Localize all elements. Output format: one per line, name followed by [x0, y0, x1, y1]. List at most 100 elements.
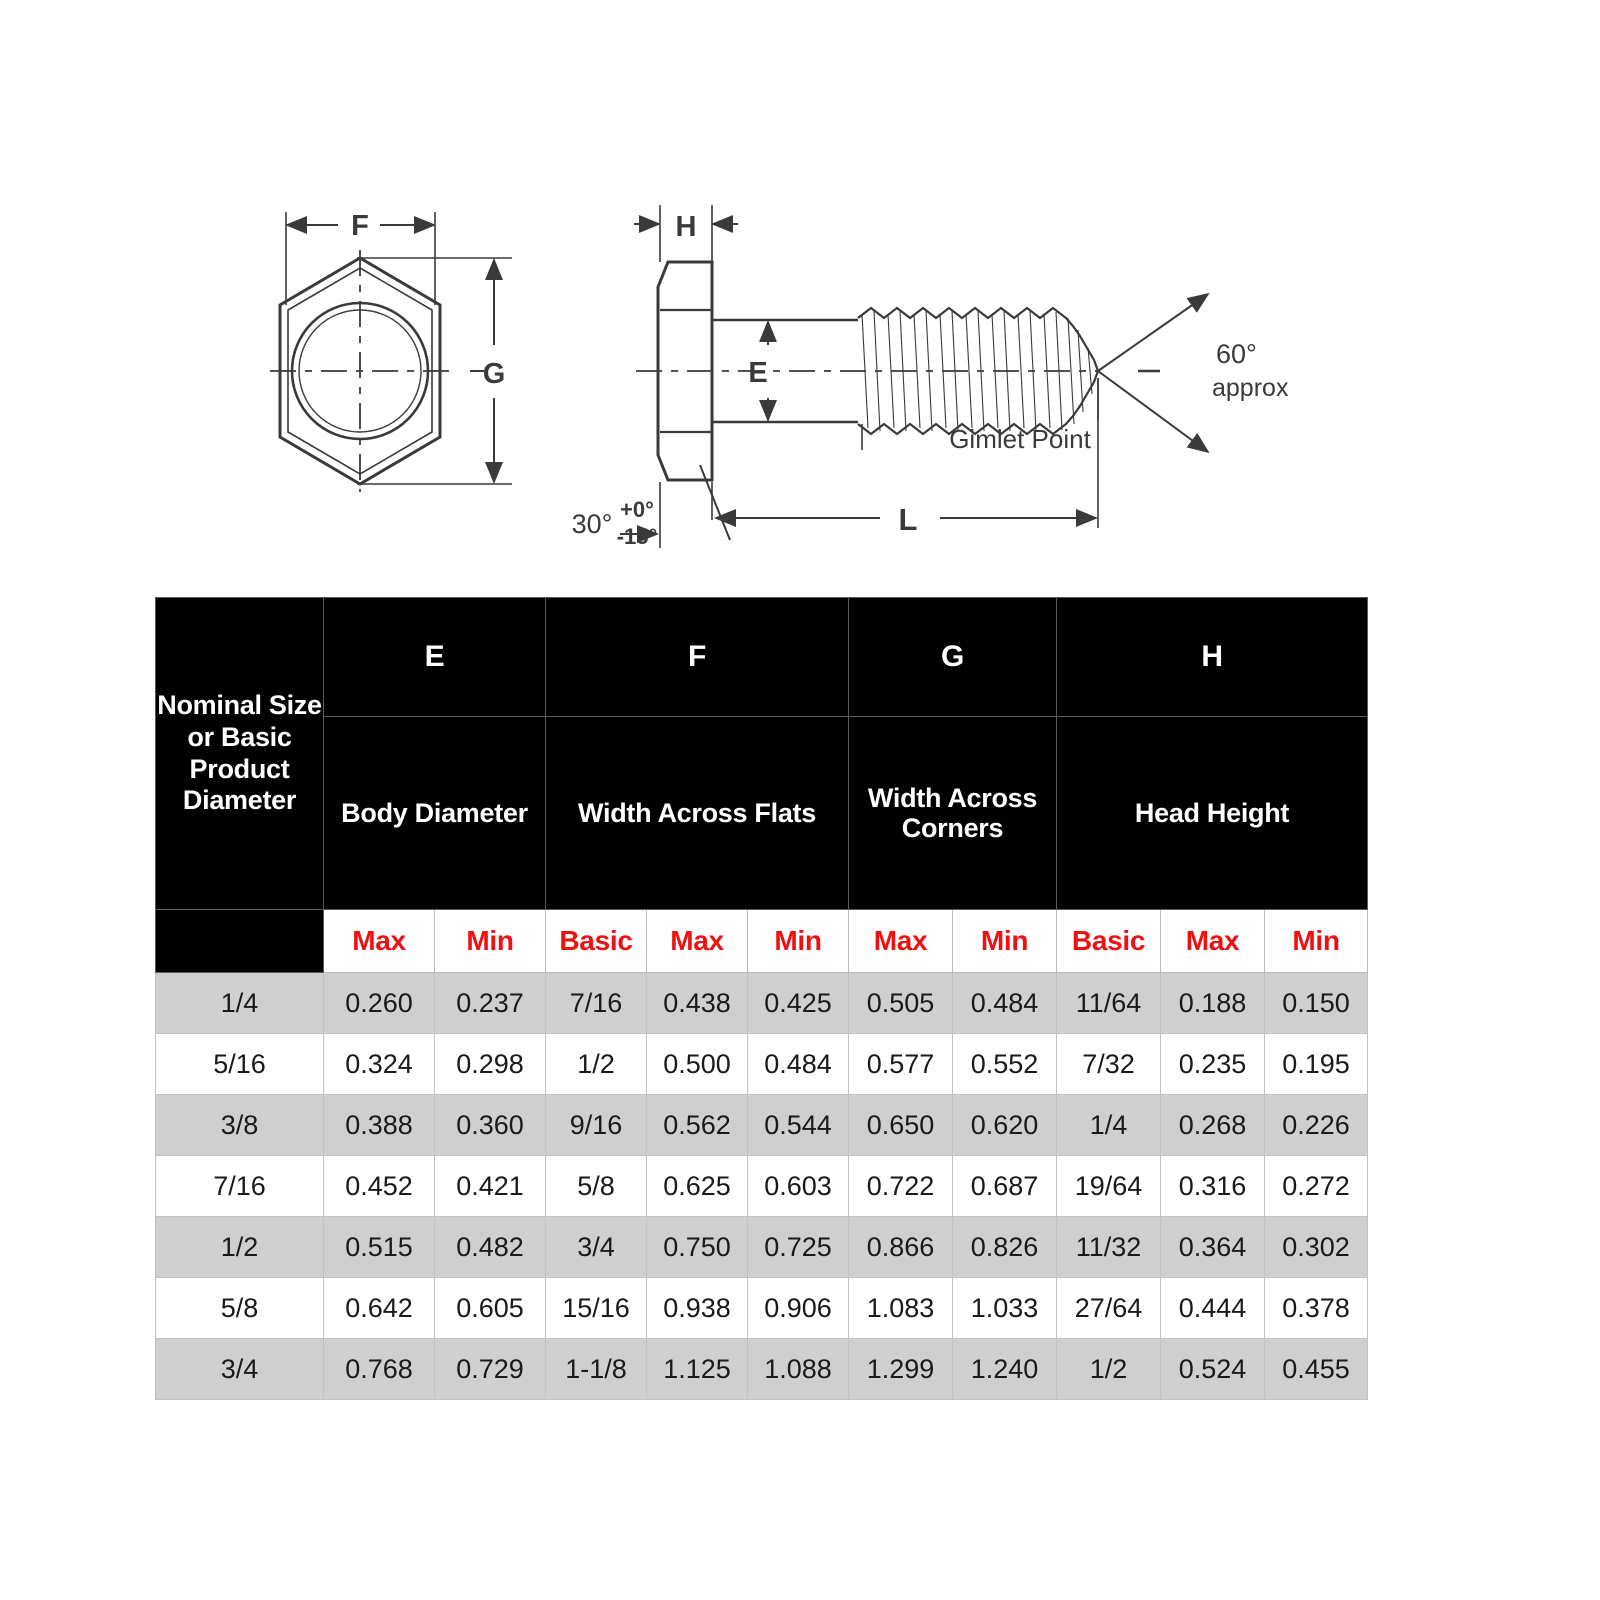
cell-f-max: 0.438 — [646, 972, 748, 1034]
cell-f-min: 0.906 — [747, 1277, 849, 1339]
cell-h-basic: 1/4 — [1056, 1094, 1162, 1156]
cell-h-min: 0.378 — [1264, 1277, 1369, 1339]
cell-nominal-size: 5/8 — [155, 1277, 324, 1339]
cell-g-min: 0.484 — [951, 972, 1058, 1034]
label-E: E — [748, 357, 767, 389]
cell-g-max: 0.722 — [848, 1155, 953, 1217]
table-row: 5/8 0.642 0.605 15/16 0.938 0.906 1.083 1.033 27… — [155, 1277, 1369, 1339]
group-letter-row: Nominal Size or Basic Product Diameter E… — [155, 597, 1369, 910]
cell-h-basic: 7/32 — [1056, 1033, 1162, 1095]
cell-h-basic: 1/2 — [1056, 1338, 1162, 1400]
group-name-width-across-corners: Width Across Corners — [847, 716, 1058, 910]
cell-h-max: 0.188 — [1160, 972, 1266, 1034]
cell-f-max: 0.938 — [646, 1277, 748, 1339]
cell-f-max: 0.562 — [646, 1094, 748, 1156]
table-body: 1/4 0.260 0.237 7/16 0.438 0.425 0.505 0.484 11/… — [155, 972, 1369, 1400]
cell-f-basic: 7/16 — [545, 972, 647, 1034]
dimension-table: Nominal Size or Basic Product Diameter E… — [155, 597, 1369, 1400]
cell-g-min: 0.687 — [951, 1155, 1058, 1217]
cell-h-max: 0.268 — [1160, 1094, 1266, 1156]
cell-g-min: 1.033 — [951, 1277, 1058, 1339]
cell-e-min: 0.298 — [434, 1033, 546, 1095]
cell-nominal-size: 3/4 — [155, 1338, 324, 1400]
cell-g-max: 1.083 — [848, 1277, 953, 1339]
cell-h-basic: 27/64 — [1056, 1277, 1162, 1339]
sub-header-g-max: Max — [848, 909, 953, 973]
cell-h-min: 0.226 — [1264, 1094, 1369, 1156]
cell-e-max: 0.768 — [323, 1338, 435, 1400]
dim-H — [634, 205, 738, 262]
label-H: H — [676, 211, 697, 243]
group-name-row: Body Diameter Width Across Flats Width A… — [156, 716, 1369, 910]
label-L: L — [899, 502, 918, 537]
cell-nominal-size: 1/2 — [155, 1216, 324, 1278]
sub-header-row: Max Min Basic Max Min Max Min Basic Max … — [155, 909, 1369, 973]
cell-nominal-size: 7/16 — [155, 1155, 324, 1217]
cell-h-max: 0.235 — [1160, 1033, 1266, 1095]
cell-h-basic: 11/32 — [1056, 1216, 1162, 1278]
cell-g-max: 0.577 — [848, 1033, 953, 1095]
cell-nominal-size: 5/16 — [155, 1033, 324, 1095]
dim-G — [357, 257, 512, 485]
cell-nominal-size: 1/4 — [155, 972, 324, 1034]
cell-g-max: 0.650 — [848, 1094, 953, 1156]
chamfer-leader — [620, 464, 731, 548]
cell-f-max: 0.750 — [646, 1216, 748, 1278]
cell-f-basic: 15/16 — [545, 1277, 647, 1339]
table-row: 7/16 0.452 0.421 5/8 0.625 0.603 0.722 0.687 19/… — [155, 1155, 1369, 1217]
label-gimlet-point: Gimlet Point — [949, 424, 1091, 454]
cell-e-max: 0.642 — [323, 1277, 435, 1339]
cell-h-max: 0.364 — [1160, 1216, 1266, 1278]
sub-header-g-min: Min — [951, 909, 1058, 973]
cell-g-max: 1.299 — [848, 1338, 953, 1400]
sub-header-f-basic: Basic — [545, 909, 647, 973]
label-G: G — [483, 358, 506, 390]
group-letter-e: E — [323, 597, 546, 717]
cell-f-min: 0.425 — [747, 972, 849, 1034]
table-row: 1/2 0.515 0.482 3/4 0.750 0.725 0.866 0.826 11/3… — [155, 1216, 1369, 1278]
cell-nominal-size: 3/8 — [155, 1094, 324, 1156]
table-row: 3/4 0.768 0.729 1-1/8 1.125 1.088 1.299 1.240 1/… — [155, 1338, 1369, 1400]
cell-f-basic: 9/16 — [545, 1094, 647, 1156]
cell-f-min: 1.088 — [747, 1338, 849, 1400]
sub-header-h-min: Min — [1264, 909, 1369, 973]
sub-header-f-max: Max — [646, 909, 748, 973]
cell-g-min: 0.826 — [951, 1216, 1058, 1278]
cell-g-min: 0.620 — [951, 1094, 1058, 1156]
point-angle — [1097, 292, 1210, 454]
cell-h-min: 0.302 — [1264, 1216, 1369, 1278]
sub-header-f-min: Min — [747, 909, 849, 973]
group-letter-f: F — [545, 597, 849, 717]
group-letter-g: G — [847, 597, 1058, 717]
group-letter-h: H — [1056, 597, 1369, 717]
cell-f-min: 0.603 — [747, 1155, 849, 1217]
cell-e-min: 0.605 — [434, 1277, 546, 1339]
cell-f-min: 0.544 — [747, 1094, 849, 1156]
bolt-thread — [857, 306, 1100, 436]
cell-h-min: 0.195 — [1264, 1033, 1369, 1095]
cell-g-min: 1.240 — [951, 1338, 1058, 1400]
label-angle-60: 60° — [1216, 339, 1257, 369]
dimension-table-container: Nominal Size or Basic Product Diameter E… — [155, 597, 1369, 1400]
cell-f-basic: 1-1/8 — [545, 1338, 647, 1400]
cell-h-basic: 11/64 — [1056, 972, 1162, 1034]
label-angle-30: 30° — [572, 509, 613, 539]
label-tol-plus: +0° — [620, 497, 654, 522]
cell-f-basic: 1/2 — [545, 1033, 647, 1095]
cell-f-max: 0.625 — [646, 1155, 748, 1217]
sub-header-blank — [155, 909, 324, 973]
cell-h-min: 0.455 — [1264, 1338, 1369, 1400]
cell-f-max: 0.500 — [646, 1033, 748, 1095]
cell-g-max: 0.505 — [848, 972, 953, 1034]
cell-e-min: 0.482 — [434, 1216, 546, 1278]
table-head: Nominal Size or Basic Product Diameter E… — [155, 597, 1369, 973]
sub-header-e-max: Max — [323, 909, 435, 973]
cell-e-min: 0.729 — [434, 1338, 546, 1400]
group-name-body-diameter: Body Diameter — [323, 716, 546, 910]
bolt-shank — [712, 318, 858, 424]
technical-drawing: F G H E L Gimlet Point 60° approx 30° +0… — [0, 0, 1600, 585]
group-name-head-height: Head Height — [1056, 716, 1369, 910]
sub-header-h-basic: Basic — [1056, 909, 1162, 973]
cell-f-min: 0.484 — [747, 1033, 849, 1095]
cell-e-max: 0.260 — [323, 972, 435, 1034]
